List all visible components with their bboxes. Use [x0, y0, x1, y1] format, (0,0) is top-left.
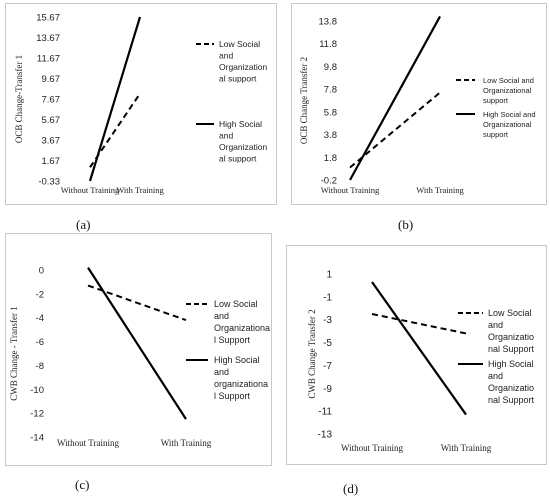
- legend-label: Low Social and Organizational support: [483, 76, 534, 105]
- y-tick-label: -10: [30, 385, 44, 396]
- series-line-high: [371, 281, 467, 416]
- y-tick-label: 11.67: [37, 54, 60, 65]
- series-line-high: [88, 16, 142, 182]
- legend-label: High Social and organizationa l Support: [214, 355, 268, 401]
- y-tick-label: -1: [323, 292, 332, 303]
- y-tick-label: -3: [323, 315, 332, 326]
- y-tick-label: -6: [36, 337, 44, 348]
- legend-label: High Social and Organization al support: [219, 119, 267, 164]
- y-tick-label: -4: [36, 313, 44, 324]
- y-tick-label: 13.8: [319, 17, 338, 28]
- y-tick-label: 13.67: [36, 33, 60, 44]
- y-tick-label: -9: [323, 384, 332, 395]
- y-tick-label: -13: [318, 430, 333, 441]
- panel-a-frame: [5, 3, 277, 205]
- series-line-low: [87, 284, 187, 322]
- panel-d-frame: [286, 245, 547, 465]
- y-tick-label: -2: [36, 289, 44, 300]
- series-line-high: [87, 267, 187, 420]
- panel-label-d: (d): [343, 481, 358, 496]
- y-tick-label: 5.8: [324, 107, 337, 118]
- y-axis-label: CWB Change - Transfer 1: [9, 306, 19, 401]
- x-tick-label: Without Training: [321, 185, 380, 195]
- y-tick-label: 1.8: [324, 153, 337, 164]
- y-tick-label: 3.8: [324, 130, 337, 141]
- y-tick-label: 15.67: [36, 13, 60, 24]
- x-tick-label: Without Training: [57, 438, 119, 448]
- y-tick-label: -7: [323, 361, 332, 372]
- y-tick-label: 7.67: [42, 95, 61, 106]
- x-tick-label: With Training: [441, 443, 492, 453]
- series-line-low: [371, 313, 467, 335]
- chart-a: -0.33 1.67 3.67 5.67 7.67 9.67 11.67 13.67 15.67…: [14, 13, 267, 196]
- y-tick-label: 7.8: [324, 85, 337, 96]
- y-axis-label: OCB Change Transfer 2: [299, 57, 309, 144]
- x-tick-label: With Training: [416, 185, 464, 195]
- x-tick-label: With Training: [116, 185, 164, 195]
- y-tick-label: 9.67: [42, 74, 61, 85]
- y-tick-label: 3.67: [42, 136, 61, 147]
- y-tick-label: 1: [326, 270, 332, 281]
- y-tick-label: -5: [323, 338, 332, 349]
- y-tick-label: -0.2: [321, 176, 337, 187]
- y-tick-label: 5.67: [42, 115, 61, 126]
- panel-c-frame: [5, 233, 272, 466]
- x-tick-label: Without Training: [61, 185, 120, 195]
- y-tick-label: -12: [30, 409, 44, 420]
- legend-label: Low Social and Organization al support: [219, 39, 267, 84]
- y-tick-label: -8: [36, 361, 44, 372]
- y-tick-label: -14: [30, 433, 44, 444]
- chart-c: -14 -12 -10 -8 -6 -4 -2 0 CWB Change - Transfer …: [9, 266, 270, 449]
- y-tick-label: -11: [318, 407, 332, 418]
- chart-b: -0.2 1.8 3.8 5.8 7.8 9.8 11.8 13.8 OCB Change Tr…: [299, 15, 536, 195]
- panel-label-c: (c): [75, 477, 89, 492]
- x-tick-label: With Training: [161, 438, 212, 448]
- y-tick-label: 11.8: [319, 39, 337, 50]
- panel-label-a: (a): [76, 217, 90, 232]
- y-tick-label: 0: [39, 266, 44, 277]
- x-tick-label: Without Training: [341, 443, 403, 453]
- panel-label-b: (b): [398, 217, 413, 232]
- legend-label: High Social and Organizatio nal Support: [488, 359, 535, 405]
- series-line-high: [349, 15, 441, 181]
- legend-label: High Social and Organizational support: [483, 110, 536, 139]
- y-tick-label: -0.33: [38, 177, 60, 188]
- y-tick-label: 1.67: [42, 156, 61, 167]
- y-axis-label: CWB Change Transfer 2: [307, 309, 317, 398]
- panel-b-frame: [291, 3, 547, 205]
- y-tick-label: 9.8: [324, 62, 337, 73]
- y-axis-label: OCB Change-Transfer 1: [14, 55, 24, 143]
